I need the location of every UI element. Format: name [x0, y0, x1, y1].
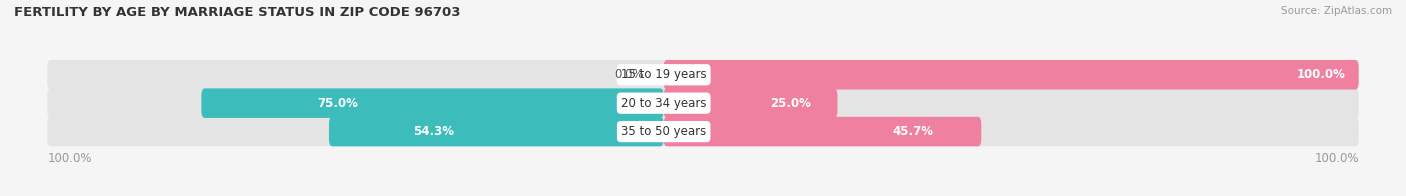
FancyBboxPatch shape [664, 117, 981, 146]
Text: 100.0%: 100.0% [48, 152, 91, 165]
Text: 54.3%: 54.3% [412, 125, 454, 138]
Text: 20 to 34 years: 20 to 34 years [621, 97, 706, 110]
Text: 100.0%: 100.0% [1296, 68, 1346, 81]
Text: 0.0%: 0.0% [614, 68, 644, 81]
FancyBboxPatch shape [201, 88, 664, 118]
FancyBboxPatch shape [48, 117, 1358, 146]
Text: FERTILITY BY AGE BY MARRIAGE STATUS IN ZIP CODE 96703: FERTILITY BY AGE BY MARRIAGE STATUS IN Z… [14, 6, 461, 19]
FancyBboxPatch shape [48, 88, 1358, 118]
FancyBboxPatch shape [329, 117, 664, 146]
Text: 45.7%: 45.7% [893, 125, 934, 138]
FancyBboxPatch shape [664, 60, 1358, 90]
FancyBboxPatch shape [664, 88, 838, 118]
Text: 25.0%: 25.0% [770, 97, 811, 110]
Text: Source: ZipAtlas.com: Source: ZipAtlas.com [1281, 6, 1392, 16]
Text: 100.0%: 100.0% [1315, 152, 1358, 165]
Text: 35 to 50 years: 35 to 50 years [621, 125, 706, 138]
Legend: Married, Unmarried: Married, Unmarried [578, 194, 747, 196]
FancyBboxPatch shape [48, 60, 1358, 90]
Text: 75.0%: 75.0% [316, 97, 359, 110]
Text: 15 to 19 years: 15 to 19 years [621, 68, 706, 81]
